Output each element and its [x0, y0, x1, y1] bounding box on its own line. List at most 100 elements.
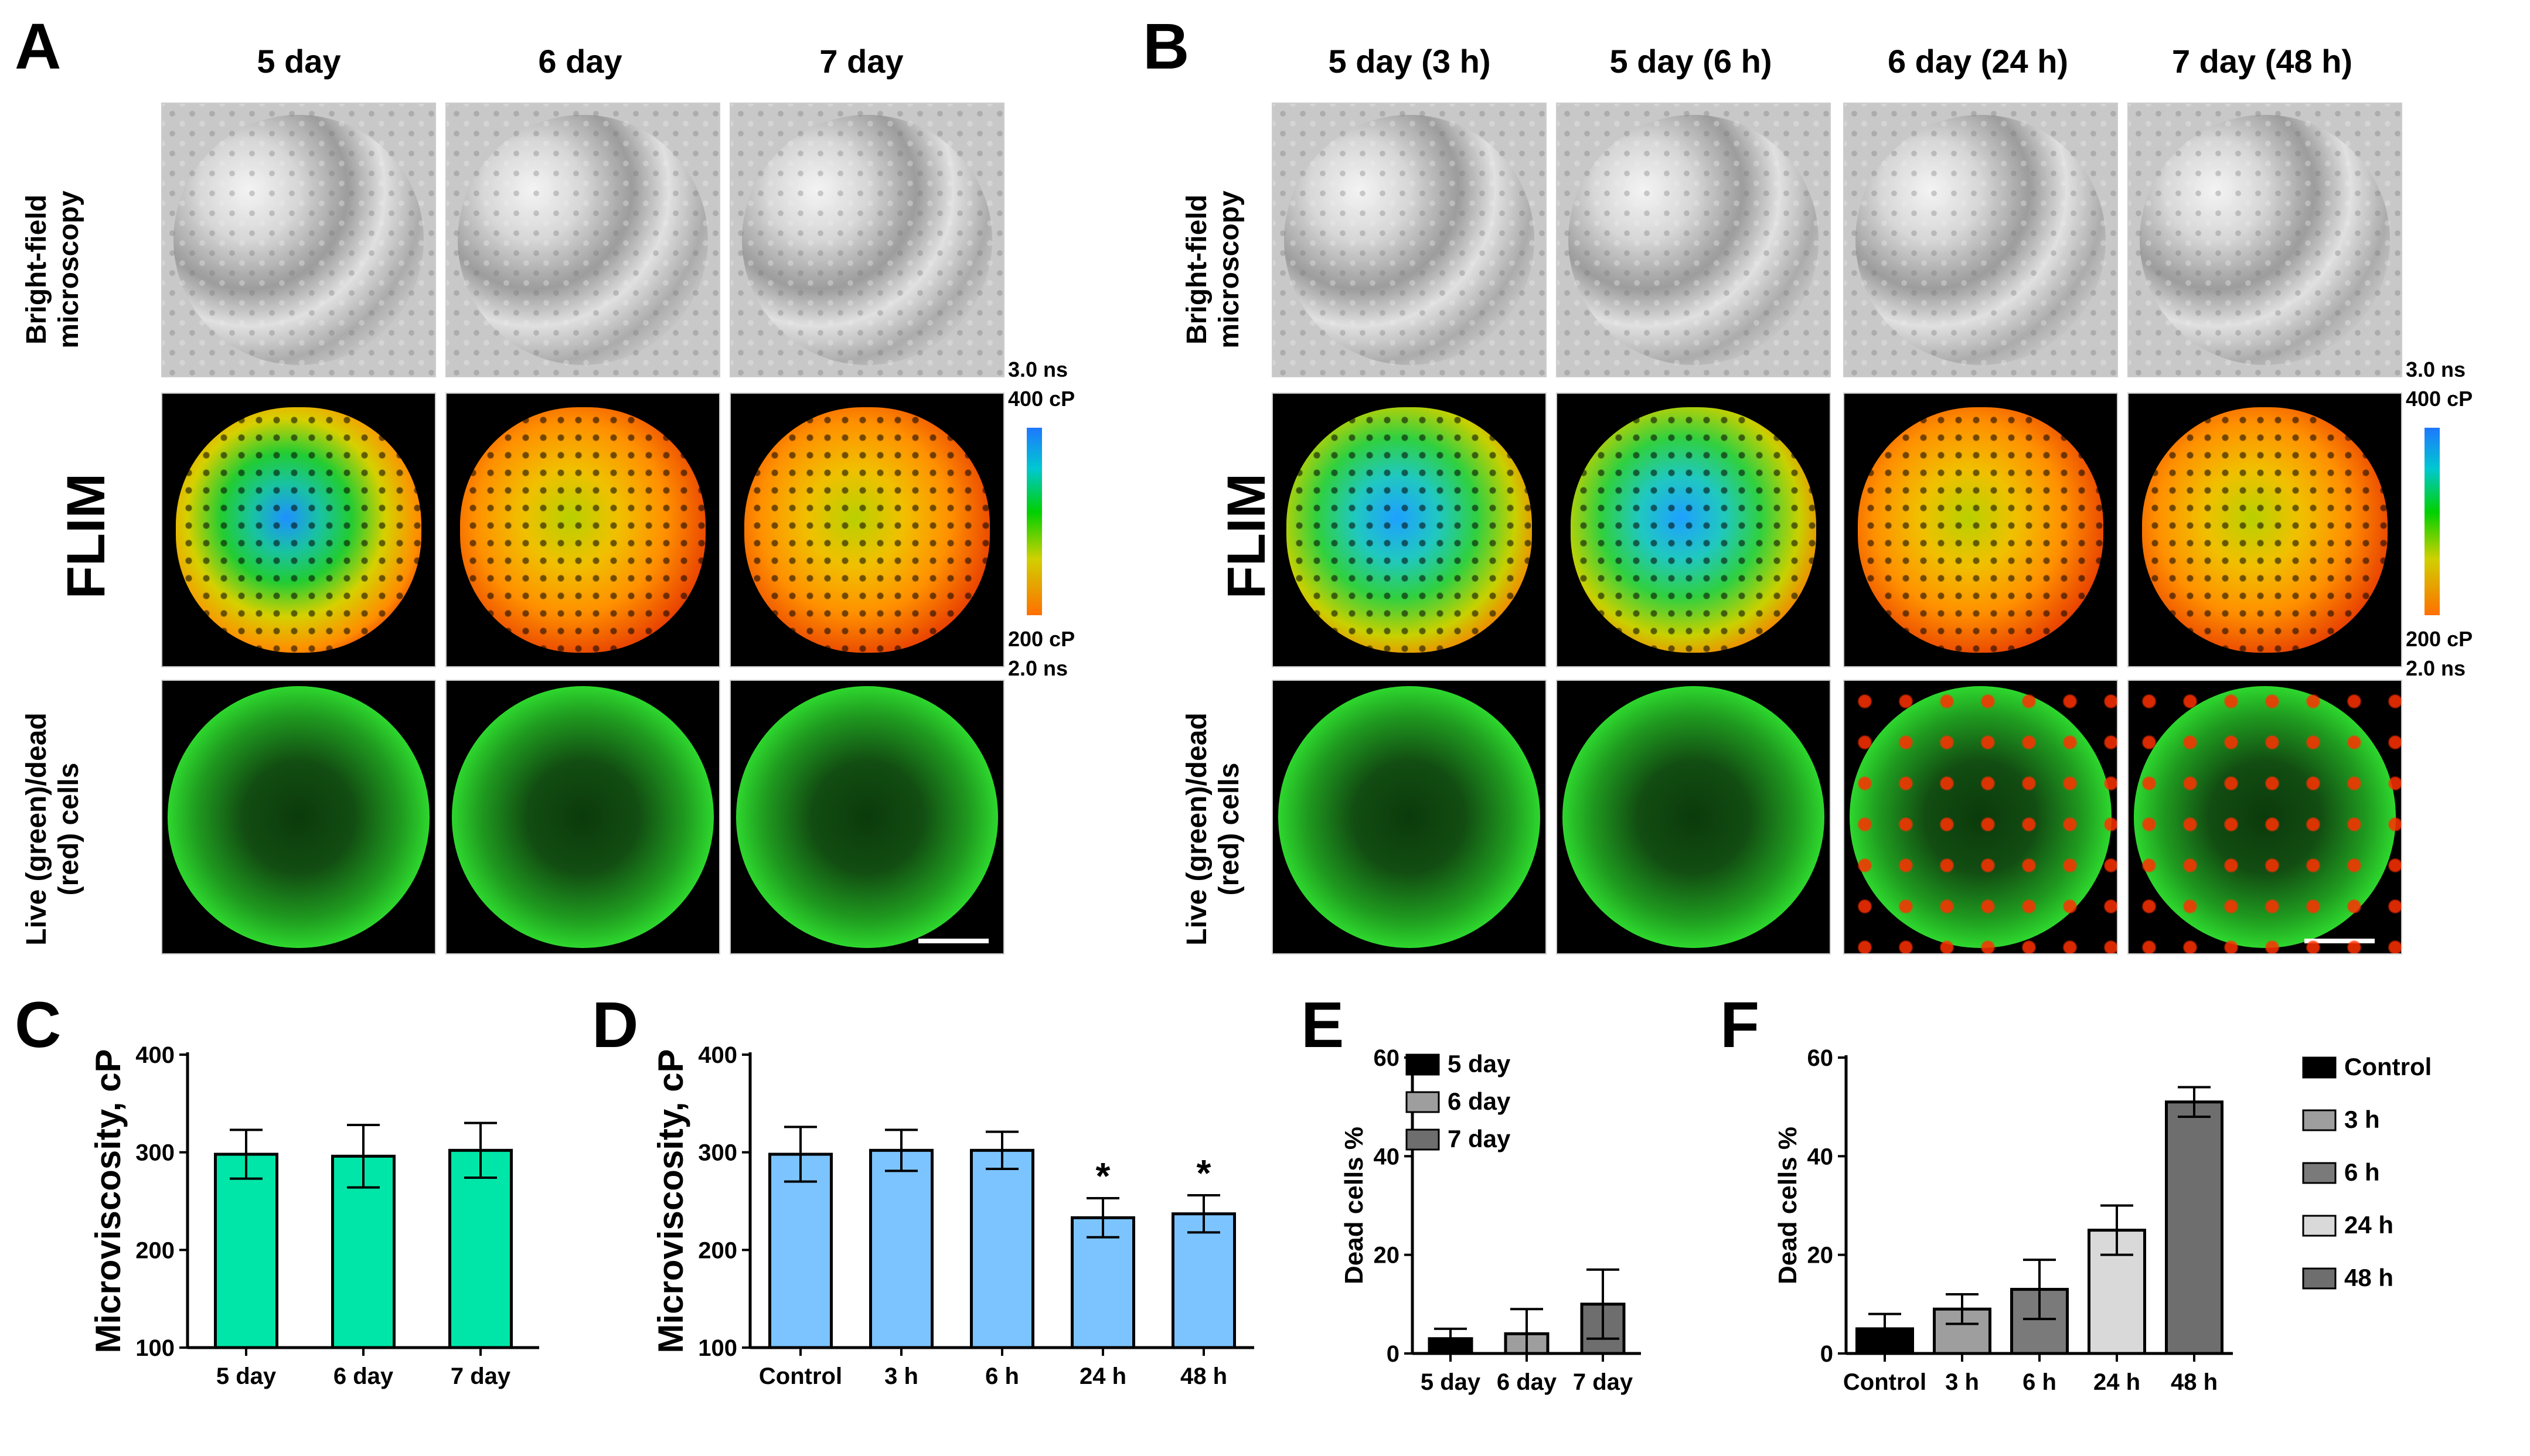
y-tick-label: 0 [1387, 1341, 1399, 1367]
flim-image-6h [1556, 393, 1831, 667]
bar [869, 1148, 934, 1349]
x-tick-label: 6 day [333, 1363, 394, 1389]
live-dead-image-48h [2127, 680, 2402, 954]
bar [768, 1152, 833, 1349]
bar [2165, 1100, 2223, 1355]
y-tick-label: 40 [1374, 1144, 1400, 1169]
legend-label: Control [2344, 1053, 2432, 1080]
brightfield-image-6-day [445, 103, 720, 377]
panel-a-column-header: 5 day [257, 43, 341, 80]
panel-a-row-label-live-dead: Live (green)/dead (red) cells [21, 694, 108, 964]
legend-swatch [2302, 1162, 2337, 1184]
live-dead-image-6h [1556, 680, 1831, 954]
flim-image-48h [2127, 393, 2402, 667]
x-tick-label: 24 h [2093, 1369, 2140, 1395]
panel-a-row-label-brightfield: Bright-field microscopy [21, 135, 108, 404]
scale-bar [2304, 939, 2375, 943]
y-tick-label: 20 [1374, 1243, 1400, 1269]
row-label-line: microscopy [1214, 190, 1245, 349]
x-tick-label: Control [1843, 1369, 1926, 1395]
legend-label: 3 h [2344, 1106, 2380, 1133]
colorbar [1027, 428, 1042, 615]
legend-swatch [2302, 1215, 2337, 1237]
panel-letter-a: A [15, 11, 62, 83]
flim-image-3h [1272, 393, 1547, 667]
legend-label: 5 day [1448, 1050, 1511, 1077]
brightfield-image-6h [1556, 103, 1831, 377]
flim-image-24h [1843, 393, 2118, 667]
y-axis-label: Microviscosity, cP [651, 1049, 690, 1353]
x-tick-label: 24 h [1080, 1363, 1126, 1389]
x-tick-label: 7 day [1573, 1369, 1633, 1395]
colorbar-top-viscosity: 400 cP [2406, 387, 2473, 411]
panel-b-row-label-brightfield: Bright-field microscopy [1181, 135, 1269, 404]
x-tick-label: 6 day [1497, 1369, 1557, 1395]
legend-swatch [2302, 1109, 2337, 1131]
legend-label: 48 h [2344, 1264, 2393, 1291]
y-tick-label: 300 [698, 1140, 737, 1166]
colorbar-bottom-lifetime: 2.0 ns [1008, 656, 1068, 680]
colorbar-bottom-lifetime: 2.0 ns [2406, 656, 2466, 680]
panel-letter-d: D [592, 989, 639, 1061]
legend-label: 6 h [2344, 1158, 2380, 1186]
y-tick-label: 400 [698, 1042, 737, 1068]
x-tick-label: 7 day [451, 1363, 511, 1389]
colorbar [2425, 428, 2440, 615]
panel-b-column-header: 5 day (3 h) [1328, 43, 1491, 80]
brightfield-image-7-day [730, 103, 1004, 377]
x-tick-label: 3 h [884, 1363, 918, 1389]
legend-label: 24 h [2344, 1211, 2393, 1239]
row-label-line: Live (green)/dead [1181, 712, 1213, 946]
row-label-line: Bright-field [21, 195, 52, 345]
y-tick-label: 100 [698, 1335, 737, 1361]
x-tick-label: 48 h [1180, 1363, 1227, 1389]
bar [448, 1148, 513, 1349]
legend-swatch [1405, 1091, 1440, 1113]
x-tick-label: 48 h [2171, 1369, 2218, 1395]
x-tick-label: 6 h [2022, 1369, 2056, 1395]
chart-c: Microviscosity, cP 100 200 300 400 5 day 6 day… [88, 1042, 539, 1389]
legend-swatch [1405, 1053, 1440, 1076]
row-label-line: (red) cells [1214, 762, 1245, 896]
colorbar-top-lifetime: 3.0 ns [1008, 357, 1068, 381]
y-tick-label: 100 [135, 1335, 175, 1361]
chart-f: Dead cells % 0 20 40 60 Control 3 h 6 h 24 h 48 h… [1773, 1045, 2432, 1395]
colorbar-top-viscosity: 400 cP [1008, 387, 1075, 411]
y-tick-label: 200 [698, 1237, 737, 1263]
colorbar-bottom-viscosity: 200 cP [2406, 627, 2473, 651]
panel-letter-b: B [1143, 11, 1190, 83]
y-tick-label: 60 [1807, 1045, 1834, 1071]
row-label-line: Live (green)/dead [21, 712, 52, 946]
bar [214, 1152, 278, 1349]
panel-letter-f: F [1720, 989, 1760, 1061]
panel-b-column-header: 5 day (6 h) [1609, 43, 1772, 80]
y-axis-label: Dead cells % [1340, 1127, 1368, 1284]
colorbar-bottom-viscosity: 200 cP [1008, 627, 1075, 651]
scale-bar [918, 939, 989, 943]
y-tick-label: 60 [1374, 1045, 1400, 1071]
x-tick-label: Control [759, 1363, 842, 1389]
panel-a-column-header: 6 day [538, 43, 622, 80]
row-label-line: Bright-field [1181, 195, 1213, 345]
brightfield-image-24h [1843, 103, 2118, 377]
y-tick-label: 20 [1807, 1243, 1834, 1269]
legend-swatch [2302, 1056, 2337, 1079]
x-tick-label: 5 day [1421, 1369, 1481, 1395]
brightfield-image-5-day [161, 103, 436, 377]
panel-b-column-header: 7 day (48 h) [2171, 43, 2353, 80]
legend-label: 7 day [1448, 1125, 1511, 1152]
bar [1172, 1212, 1236, 1349]
significance-marker: * [1197, 1152, 1211, 1194]
x-tick-label: 3 h [1945, 1369, 1979, 1395]
live-dead-image-24h [1843, 680, 2118, 954]
legend-label: 6 day [1448, 1087, 1511, 1115]
panel-letter-c: C [15, 989, 62, 1061]
chart-d: Microviscosity, cP 100 200 300 400 Control 3 h… [651, 1042, 1254, 1389]
x-tick-label: 5 day [216, 1363, 277, 1389]
live-dead-image-5-day [161, 680, 436, 954]
row-label-line: (red) cells [53, 762, 85, 896]
legend-swatch [2302, 1267, 2337, 1290]
panel-b-column-header: 6 day (24 h) [1887, 43, 2069, 80]
flim-image-6-day [445, 393, 720, 667]
legend-swatch [1405, 1128, 1440, 1151]
